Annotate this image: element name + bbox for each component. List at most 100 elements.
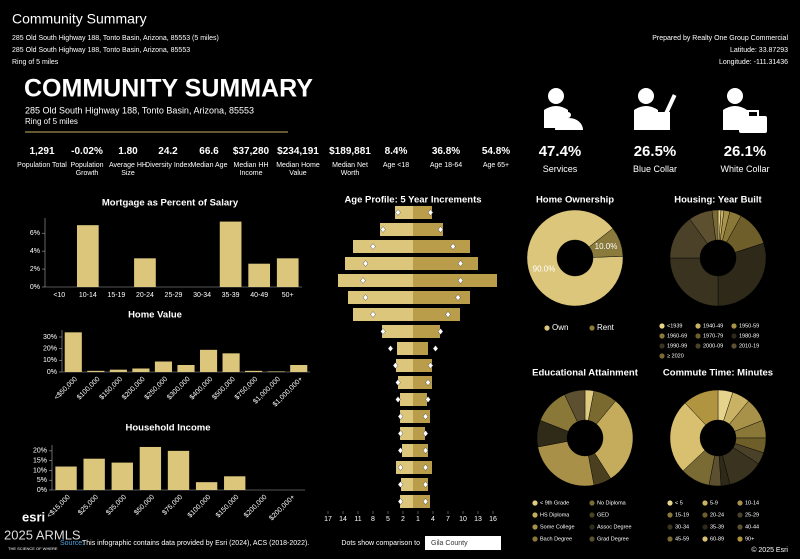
chart-title: Home Value [128, 310, 182, 321]
bar [219, 221, 242, 287]
pyramid-bar [345, 257, 413, 270]
legend-label: 1960-69 [667, 333, 687, 339]
y-tick-label: 10% [33, 467, 47, 474]
x-tick-label: 17 [324, 516, 332, 523]
stat-label: Population Total [17, 162, 67, 169]
chart-title: Household Income [126, 423, 211, 434]
comparison-dot [457, 277, 464, 284]
legend-swatch [737, 536, 743, 542]
legend-swatch [532, 536, 538, 542]
pyramid-bar [400, 427, 413, 440]
legend-label: 1940-49 [703, 323, 723, 329]
pyramid-bar [413, 240, 470, 253]
legend-swatch [589, 536, 595, 542]
main-ring: Ring of 5 miles [25, 117, 78, 126]
x-tick-label: 1 [416, 516, 420, 523]
comparison-dot [427, 362, 434, 369]
comparison-dot [392, 362, 399, 369]
chart-title: Educational Attainment [532, 368, 639, 379]
stat-value: 24.2 [158, 146, 178, 157]
pyramid-bar [353, 308, 413, 321]
legend-swatch [589, 524, 595, 530]
x-tick-label: $250,000 [144, 376, 170, 402]
occupation-value: 47.4% [538, 143, 582, 160]
legend-swatch [731, 323, 737, 329]
bar [154, 361, 173, 372]
legend-swatch [667, 512, 673, 518]
legend-label: Bach Degree [540, 536, 572, 542]
stat-label: Average HH Size [108, 162, 147, 177]
pyramid-bar [413, 495, 430, 508]
comparison-dot [427, 209, 434, 216]
bar [76, 225, 99, 287]
stat-value: 1,291 [29, 146, 55, 157]
comparison-dot [395, 379, 401, 386]
comparison-label: Dots show comparison to [341, 540, 420, 547]
x-tick-label: 35-39 [222, 292, 240, 299]
legend-swatch [731, 343, 737, 349]
stat-value: $37,280 [232, 146, 270, 157]
stat-value: 8.4% [384, 146, 408, 157]
pyramid-bar [353, 240, 413, 253]
pyramid-bar [338, 274, 413, 287]
comparison-dot [397, 464, 404, 471]
comparison-dot [362, 260, 369, 267]
y-tick-label: 4% [30, 248, 40, 255]
legend-label: GED [597, 512, 609, 518]
icon-white-collar [723, 88, 767, 133]
x-tick-label: 15-19 [107, 292, 125, 299]
comparison-box [425, 536, 501, 550]
legend-label: ≥ 2020 [667, 353, 684, 359]
legend-swatch [589, 325, 595, 331]
x-tick-label: $150,000 [215, 494, 241, 520]
comparison-dot [362, 294, 369, 301]
x-tick-label: $25,000 [77, 494, 100, 517]
legend-label: < 9th Grade [540, 500, 569, 506]
donut-slice [711, 209, 719, 241]
legend-label: 35-39 [710, 524, 724, 530]
chart-title: Commute Time: Minutes [663, 368, 773, 379]
comparison-name: Gila County [431, 540, 468, 547]
footer-note: This infographic contains data provided … [82, 540, 309, 547]
legend-swatch [695, 323, 701, 329]
pyramid-bar [398, 376, 413, 389]
x-tick-label: 14 [339, 516, 347, 523]
legend-label: 2000-09 [703, 343, 723, 349]
bar [139, 446, 162, 490]
main-title: COMMUNITY SUMMARY [24, 75, 313, 103]
legend-label: 20-24 [710, 512, 724, 518]
stat-label: Diversity Index [145, 162, 191, 169]
y-tick-label: 20% [33, 448, 47, 455]
donut-slice [588, 228, 624, 258]
bar [222, 353, 240, 372]
pyramid-bar [413, 206, 432, 219]
y-tick-label: 0% [47, 369, 57, 376]
stat-value: 1.80 [118, 146, 138, 157]
y-tick-label: 6% [30, 230, 40, 237]
legend-label: 30-34 [675, 524, 689, 530]
comparison-dot [437, 328, 444, 335]
stat-value: $234,191 [277, 146, 319, 157]
pyramid-bar [400, 393, 413, 406]
legend-swatch [589, 500, 595, 506]
bar [64, 332, 82, 372]
header-line: 285 Old South Highway 188, Tonto Basin, … [12, 47, 190, 54]
legend-label: No Diploma [597, 500, 627, 506]
bar [248, 263, 271, 287]
donut-slice [669, 257, 719, 307]
stat-label: Median Net Worth [332, 162, 368, 177]
pyramid-bar [413, 376, 432, 389]
bar [132, 368, 150, 372]
x-tick-label: 11 [354, 516, 361, 523]
y-tick-label: 15% [33, 457, 47, 464]
legend-swatch [532, 524, 538, 530]
tagline: THE SCIENCE OF WHERE [8, 546, 58, 551]
x-tick-label: $500,000 [211, 376, 237, 402]
chart-title: Housing: Year Built [674, 195, 762, 206]
x-tick-label: $150,000 [98, 376, 124, 402]
legend-swatch [659, 323, 665, 329]
occupation-value: 26.5% [633, 143, 677, 160]
comparison-dot [425, 379, 431, 386]
y-tick-label: 0% [37, 487, 47, 494]
header-title: Community Summary [12, 11, 147, 27]
